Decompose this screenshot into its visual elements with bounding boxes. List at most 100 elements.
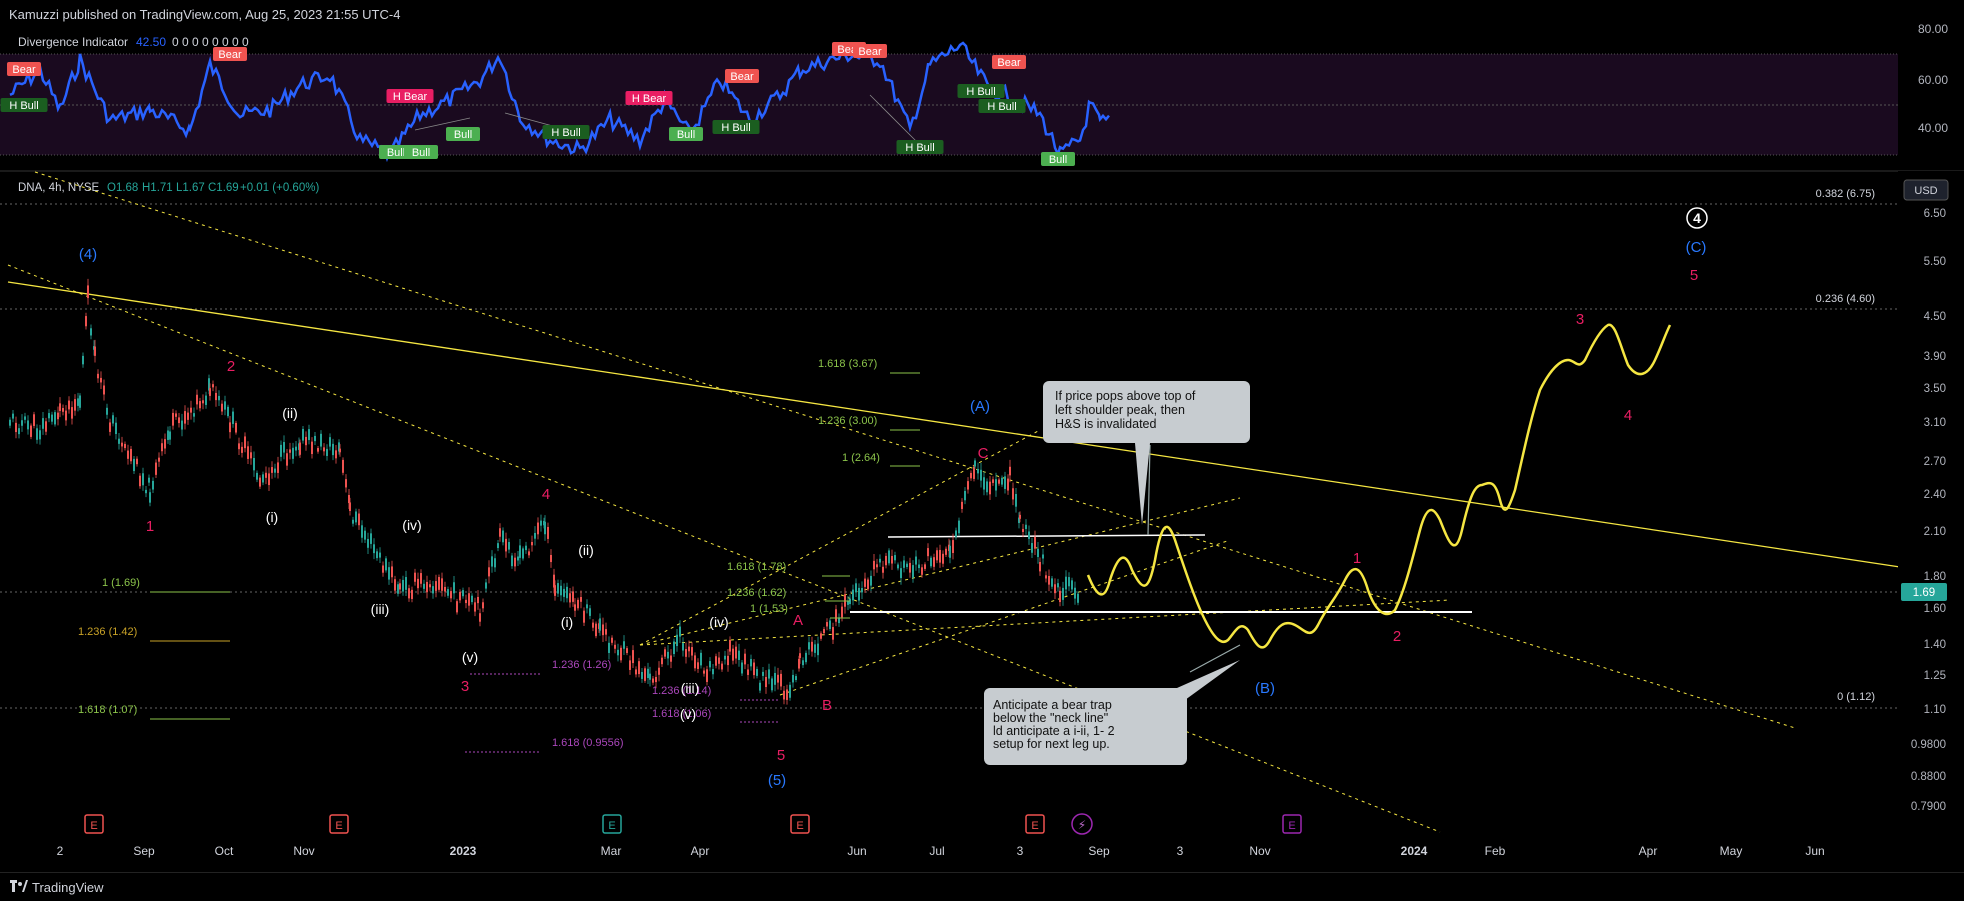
candle-body xyxy=(9,419,11,426)
dividend-icon[interactable]: ⚡ xyxy=(1071,813,1093,835)
candle-body xyxy=(68,400,70,410)
fib-levels: 0.382 (6.75) 0.236 (4.60) 0 (1.12) 1.618 (3… xyxy=(78,188,1875,753)
candle-body xyxy=(738,650,740,660)
price-axis[interactable]: USD 6.50 5.50 4.50 3.90 3.50 3.10 2.70 2.40 2.10… xyxy=(1898,171,1964,831)
candle-body xyxy=(721,663,723,670)
candle-body xyxy=(649,673,651,680)
candle-body xyxy=(247,446,249,459)
candle-body xyxy=(531,541,533,546)
candle-body xyxy=(1009,466,1011,476)
candle-body xyxy=(305,436,307,446)
candle-body xyxy=(82,355,84,365)
candle-body xyxy=(332,443,334,456)
indicator-axis-80: 80.00 xyxy=(1918,22,1948,36)
divergence-tag-hbear: H Bear xyxy=(632,93,667,105)
candle-body xyxy=(94,346,96,356)
divergence-indicator-pane: Divergence Indicator 42.50 0 0 0 0 0 0 0… xyxy=(0,22,1964,172)
candle-body xyxy=(1031,543,1033,553)
candle-body xyxy=(77,398,79,406)
tradingview-logo[interactable]: TradingView xyxy=(10,880,104,895)
candle-body xyxy=(1068,577,1070,587)
wave-label: (4) xyxy=(79,246,97,263)
candle-body xyxy=(1077,593,1079,603)
fib-label: 1.236 (1.42) xyxy=(78,626,137,638)
candle-body xyxy=(777,674,779,683)
wave-label: (v) xyxy=(462,649,478,665)
price-tick: 1.25 xyxy=(1924,670,1946,682)
candle-body xyxy=(753,662,755,676)
candle-body xyxy=(432,586,434,594)
divergence-tag-bg xyxy=(625,91,673,105)
wave-label: 3 xyxy=(461,678,469,695)
candle-body xyxy=(614,644,616,649)
candle-body xyxy=(1019,514,1021,519)
divergence-tag-bg xyxy=(896,140,944,154)
candle-body xyxy=(148,477,150,483)
divergence-tag-bg xyxy=(1041,152,1075,166)
candle-body xyxy=(655,676,657,683)
candle-body xyxy=(688,646,690,652)
candle-body xyxy=(858,587,860,601)
candle-body xyxy=(215,392,217,401)
candle-body xyxy=(338,442,340,452)
candle-body xyxy=(187,412,189,420)
annotation-beartrap-line1: Anticipate a bear trap xyxy=(993,698,1112,712)
candle-body xyxy=(553,574,555,588)
candle-body xyxy=(441,578,443,591)
candle-body xyxy=(945,548,947,555)
candle-body xyxy=(508,542,510,550)
candle-body xyxy=(566,586,568,599)
divergence-tag-bg xyxy=(992,55,1026,69)
candle-body xyxy=(205,395,207,405)
candle-body xyxy=(90,328,92,336)
candle-body xyxy=(342,459,344,473)
candle-body xyxy=(370,533,372,544)
time-tick: Jul xyxy=(929,844,944,858)
candle-body xyxy=(438,577,440,590)
candle-body xyxy=(196,394,198,405)
candle-body xyxy=(97,373,99,379)
candle-body xyxy=(759,682,761,691)
candle-body xyxy=(402,579,404,592)
candle-body xyxy=(103,385,105,395)
ohlc-high: H1.71 xyxy=(142,182,173,194)
candle-body xyxy=(33,414,35,426)
wave-label: (v) xyxy=(680,706,696,722)
time-axis[interactable]: 2 Sep Oct Nov 2023 Mar Apr Jun Jul 3 Sep 3 Nov 2024 Fe… xyxy=(57,844,1825,858)
ohlc-change: +0.01 (+0.60%) xyxy=(240,182,319,194)
candle-body xyxy=(184,411,186,424)
candle-body xyxy=(805,652,807,663)
candle-body xyxy=(599,618,601,631)
candle-body xyxy=(178,417,180,424)
candle-body xyxy=(224,401,226,410)
divergence-tag-bull: Bull xyxy=(412,147,430,159)
candle-body xyxy=(676,634,678,647)
candle-body xyxy=(789,684,791,698)
candle-body xyxy=(732,648,734,661)
earnings-event-marker xyxy=(1025,814,1045,834)
candle-body xyxy=(933,557,935,567)
candle-body xyxy=(750,658,752,667)
ohlc-open: O1.68 xyxy=(107,182,138,194)
candle-body xyxy=(59,403,61,411)
candle-body xyxy=(87,285,89,299)
earnings-event-marker xyxy=(84,814,104,834)
divergence-tag-bear: Bear xyxy=(730,71,754,83)
candle-body xyxy=(1074,587,1076,599)
chart-canvas[interactable]: Divergence Indicator 42.50 0 0 0 0 0 0 0… xyxy=(0,0,1964,872)
wave-label: 5 xyxy=(777,747,785,764)
candle-body xyxy=(605,629,607,635)
candle-body xyxy=(817,643,819,656)
tradingview-brand: TradingView xyxy=(32,880,104,895)
candle-body xyxy=(152,480,154,490)
earnings-event-letter: E xyxy=(90,820,97,832)
candle-body xyxy=(961,501,963,509)
candle-body xyxy=(227,406,229,417)
divergence-tag-bg xyxy=(725,69,759,83)
fib-label: 1 (1.53) xyxy=(750,603,788,615)
earnings-event-letter: E xyxy=(796,820,803,832)
candle-body xyxy=(388,567,390,580)
candle-body xyxy=(397,584,399,594)
candle-body xyxy=(992,479,994,483)
wave-label: (iv) xyxy=(709,614,728,630)
